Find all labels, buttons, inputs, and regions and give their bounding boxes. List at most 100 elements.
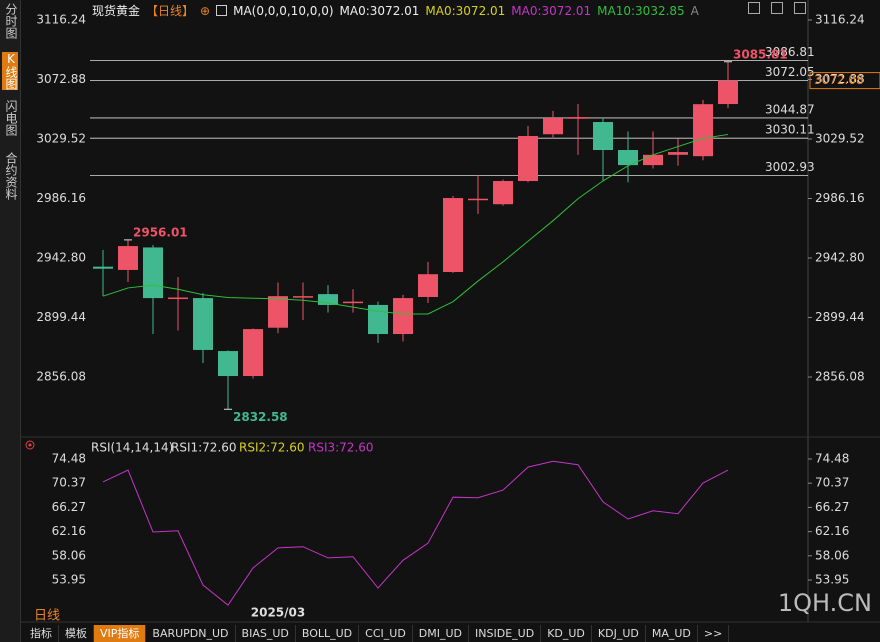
y-tick-label: 74.48 bbox=[815, 451, 849, 465]
y-tick-label: 2986.16 bbox=[36, 191, 86, 205]
candle-body bbox=[393, 298, 413, 335]
y-tick-label: 70.37 bbox=[52, 476, 86, 490]
candle-body bbox=[443, 198, 463, 273]
sidebar: 分时图 K线图闪电图合约资料 bbox=[0, 0, 21, 642]
sidebar-tab[interactable]: 合约资料 bbox=[4, 152, 18, 200]
y-tick-label: 2856.08 bbox=[815, 370, 865, 384]
legend-entry: RSI3:72.60 bbox=[308, 441, 374, 455]
legend-entry: RSI2:72.60 bbox=[239, 441, 305, 455]
y-tick-label: 62.16 bbox=[815, 524, 849, 538]
legend-entry: RSI(14,14,14) bbox=[91, 441, 173, 455]
toolbar-tab[interactable]: 指标 bbox=[24, 625, 59, 642]
chart-header: 现货黄金 【日线】 ⊕ MA(0,0,0,10,0,0) MA0:3072.01… bbox=[92, 2, 699, 19]
level-label: 3044.87 bbox=[765, 102, 815, 116]
candle-body bbox=[143, 247, 163, 299]
ma-icon[interactable] bbox=[216, 5, 228, 16]
sidebar-tab[interactable]: 分时图 bbox=[4, 3, 18, 39]
y-tick-label: 66.27 bbox=[52, 500, 86, 514]
y-tick-label: 66.27 bbox=[815, 500, 849, 514]
candle-body bbox=[318, 294, 338, 305]
indicator-icon[interactable] bbox=[28, 443, 32, 447]
y-tick-label: 3029.52 bbox=[36, 132, 86, 146]
toolbar-tab[interactable]: BIAS_UD bbox=[236, 625, 296, 642]
candle-body bbox=[118, 246, 138, 270]
window-icon[interactable] bbox=[771, 2, 783, 14]
toolbar-tab[interactable]: CCI_UD bbox=[359, 625, 413, 642]
indicator-icon[interactable] bbox=[25, 440, 35, 450]
candle-body bbox=[493, 181, 513, 205]
extreme-label: 2956.01 bbox=[133, 225, 188, 239]
ma-value: MA0:3072.01 bbox=[511, 3, 592, 18]
toolbar-tab[interactable]: KD_UD bbox=[541, 625, 592, 642]
y-tick-label: 62.16 bbox=[52, 524, 86, 538]
y-tick-label: 2942.80 bbox=[36, 251, 86, 265]
sidebar-tab[interactable]: K线图 bbox=[2, 52, 18, 90]
period[interactable]: 【日线】 bbox=[146, 4, 195, 18]
y-tick-label: 74.48 bbox=[52, 451, 86, 465]
candle-body bbox=[593, 122, 613, 151]
y-tick-label: 2942.80 bbox=[815, 251, 865, 265]
candle-body bbox=[643, 154, 663, 166]
ma-value: MA0:3072.01 bbox=[425, 3, 506, 18]
toolbar-tab[interactable]: VIP指标 bbox=[94, 625, 147, 642]
toolbar-tab[interactable]: KDJ_UD bbox=[592, 625, 646, 642]
toolbar-tab[interactable]: BOLL_UD bbox=[296, 625, 360, 642]
candle-body bbox=[368, 304, 388, 335]
toolbar-tab[interactable]: 模板 bbox=[59, 625, 94, 642]
last-price: 3072.08 bbox=[814, 73, 864, 87]
toolbar-tab[interactable]: DMI_UD bbox=[413, 625, 470, 642]
x-tick-label: 2025/03 bbox=[251, 606, 305, 620]
candle-body bbox=[343, 301, 363, 304]
toolbar-tab[interactable]: >> bbox=[698, 625, 730, 642]
toolbar-tab[interactable]: BARUPDN_UD bbox=[146, 625, 236, 642]
line-series bbox=[102, 133, 729, 315]
y-tick-label: 3029.52 bbox=[815, 132, 865, 146]
candle-body bbox=[243, 329, 263, 377]
y-tick-label: 53.95 bbox=[52, 573, 86, 587]
level-label: 3002.93 bbox=[765, 160, 815, 174]
y-tick-label: 3116.24 bbox=[815, 13, 865, 27]
y-tick-label: 58.06 bbox=[52, 548, 86, 562]
y-tick-label: 3072.88 bbox=[36, 72, 86, 86]
candle-body bbox=[218, 351, 238, 377]
sidebar-tab[interactable]: 闪电图 bbox=[4, 100, 18, 136]
window-icon[interactable] bbox=[794, 2, 806, 14]
y-tick-label: 2986.16 bbox=[815, 191, 865, 205]
toolbar-tab[interactable]: MA_UD bbox=[646, 625, 698, 642]
candle-body bbox=[193, 298, 213, 350]
extreme-label: 2832.58 bbox=[233, 410, 288, 424]
candle-body bbox=[668, 152, 688, 155]
window-icon[interactable] bbox=[748, 2, 760, 14]
ma-value: MA10:3032.85 bbox=[597, 3, 685, 18]
y-tick-label: 53.95 bbox=[815, 573, 849, 587]
candle-body bbox=[693, 104, 713, 157]
legend-entry: RSI1:72.60 bbox=[171, 441, 237, 455]
candle-body bbox=[518, 136, 538, 182]
candle-body bbox=[93, 266, 113, 269]
y-tick-label: 2856.08 bbox=[36, 370, 86, 384]
candle-body bbox=[543, 118, 563, 135]
y-tick-label: 2899.44 bbox=[36, 310, 86, 324]
add-icon[interactable]: ⊕ bbox=[200, 3, 211, 18]
extreme-label: 3085.81 bbox=[733, 47, 788, 61]
ma-value: MA0:3072.01 bbox=[339, 3, 420, 18]
candle-body bbox=[618, 150, 638, 166]
level-label: 3086.81 bbox=[765, 45, 815, 59]
candle-body bbox=[293, 296, 313, 298]
toolbar: 指标 模板 VIP指标 BARUPDN_UD BIAS_UD BOLL_UD CCI_UD D… bbox=[24, 625, 730, 642]
candle-body bbox=[418, 274, 438, 297]
period-label: 日线 bbox=[34, 609, 60, 624]
watermark: 1QH.CN bbox=[778, 589, 872, 617]
y-tick-label: 58.06 bbox=[815, 548, 849, 562]
y-tick-label: 3116.24 bbox=[36, 13, 86, 27]
toolbar-tab[interactable]: INSIDE_UD bbox=[469, 625, 542, 642]
line-series bbox=[102, 460, 729, 606]
last-price-box bbox=[809, 72, 880, 90]
candle-body bbox=[568, 117, 588, 119]
level-label: 3072.05 bbox=[765, 65, 815, 79]
candle-body bbox=[168, 297, 188, 300]
y-tick-label: 3072.88 bbox=[815, 72, 865, 86]
y-tick-label: 70.37 bbox=[815, 476, 849, 490]
